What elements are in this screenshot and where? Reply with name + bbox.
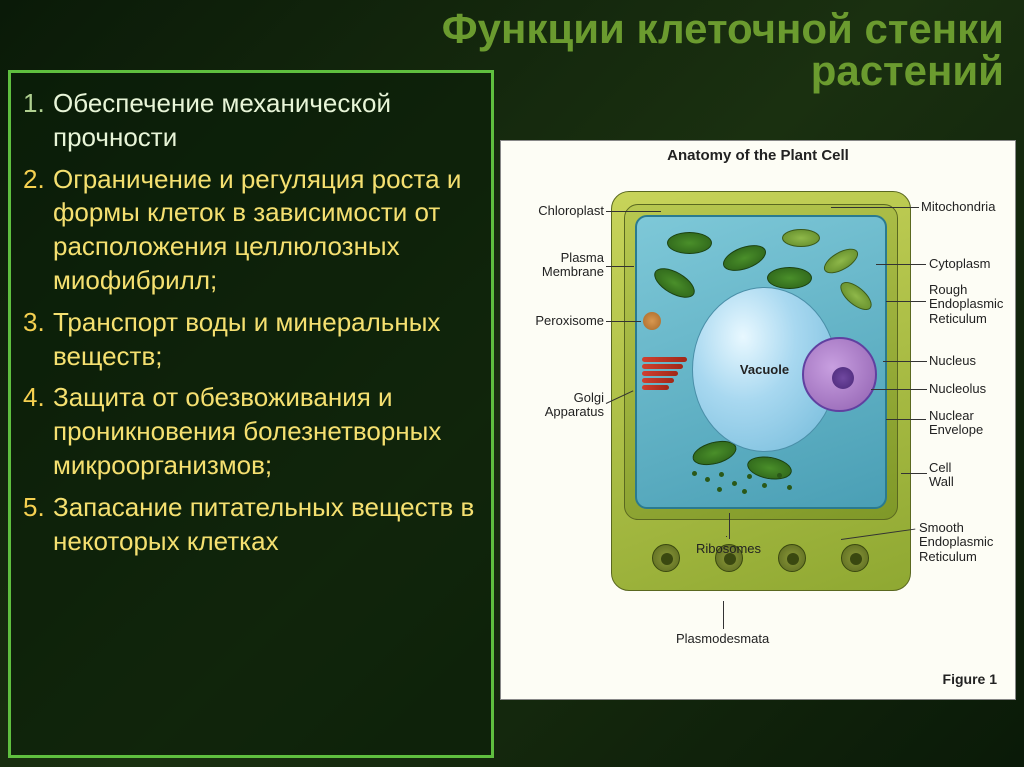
leader-line xyxy=(729,513,730,539)
plasmodesma-icon xyxy=(778,544,806,572)
item-text: Обеспечение механической прочности xyxy=(53,87,479,155)
label-nucleolus: Nucleolus xyxy=(929,381,986,396)
chloroplast-icon xyxy=(767,267,812,289)
plant-cell-diagram: Anatomy of the Plant Cell Vacuole xyxy=(500,140,1016,700)
diagram-title: Anatomy of the Plant Cell xyxy=(501,147,1015,164)
mitochondria-icon xyxy=(836,277,877,315)
leader-line xyxy=(606,211,661,212)
chloroplast-icon xyxy=(667,232,712,254)
label-peroxisome: Peroxisome xyxy=(509,313,604,328)
item-number: 1. xyxy=(23,87,53,121)
item-text: Запасание питательных веществ в некоторы… xyxy=(53,491,479,559)
ribosomes xyxy=(687,469,807,499)
title-line-2: растений xyxy=(811,47,1004,94)
leader-line xyxy=(883,361,927,362)
title-line-1: Функции клеточной стенки xyxy=(442,5,1004,52)
label-smooth-er: SmoothEndoplasmicReticulum xyxy=(919,521,993,564)
plasma-membrane: Vacuole xyxy=(635,215,887,509)
cell-wall-inner: Vacuole xyxy=(624,204,898,520)
leader-line xyxy=(876,264,926,265)
item-number: 4. xyxy=(23,381,53,415)
list-item: 5. Запасание питательных веществ в некот… xyxy=(23,491,479,559)
item-number: 3. xyxy=(23,306,53,340)
nucleus xyxy=(802,337,877,412)
leader-line xyxy=(726,536,727,537)
label-nuclear-envelope: NuclearEnvelope xyxy=(929,409,983,438)
cell-wall: Vacuole xyxy=(611,191,911,591)
label-golgi: GolgiApparatus xyxy=(509,391,604,420)
item-number: 2. xyxy=(23,163,53,197)
item-text: Защита от обезвоживания и проникновения … xyxy=(53,381,479,482)
label-mitochondria: Mitochondria xyxy=(921,199,995,214)
leader-line xyxy=(901,473,927,474)
leader-line xyxy=(886,419,926,420)
figure-label: Figure 1 xyxy=(943,671,997,687)
golgi-apparatus xyxy=(642,357,687,397)
label-cell-wall: CellWall xyxy=(929,461,954,490)
leader-line xyxy=(871,389,927,390)
label-nucleus: Nucleus xyxy=(929,353,976,368)
functions-list-panel: 1. Обеспечение механической прочности 2.… xyxy=(8,70,494,758)
leader-line xyxy=(723,601,724,629)
list-item: 4. Защита от обезвоживания и проникновен… xyxy=(23,381,479,482)
leader-line xyxy=(831,207,919,208)
item-number: 5. xyxy=(23,491,53,525)
label-plasma-membrane: PlasmaMembrane xyxy=(509,251,604,280)
list-item: 2. Ограничение и регуляция роста и формы… xyxy=(23,163,479,298)
plasmodesma-icon xyxy=(652,544,680,572)
list-item: 3. Транспорт воды и минеральных веществ; xyxy=(23,306,479,374)
label-cytoplasm: Cytoplasm xyxy=(929,256,990,271)
plasmodesma-icon xyxy=(841,544,869,572)
leader-line xyxy=(886,301,926,302)
item-text: Транспорт воды и минеральных веществ; xyxy=(53,306,479,374)
label-rough-er: RoughEndoplasmicReticulum xyxy=(929,283,1003,326)
slide-title: Функции клеточной стенки растений xyxy=(442,8,1004,92)
item-text: Ограничение и регуляция роста и формы кл… xyxy=(53,163,479,298)
label-plasmodesmata: Plasmodesmata xyxy=(676,631,769,646)
chloroplast-icon xyxy=(650,262,700,304)
mitochondria-icon xyxy=(782,229,820,247)
list-item: 1. Обеспечение механической прочности xyxy=(23,87,479,155)
vacuole-label: Vacuole xyxy=(740,362,789,377)
chloroplast-icon xyxy=(720,240,770,276)
label-ribosomes: Ribosomes xyxy=(696,541,761,556)
peroxisome-icon xyxy=(643,312,661,330)
leader-line xyxy=(606,321,641,322)
leader-line xyxy=(606,266,634,267)
mitochondria-icon xyxy=(820,244,862,279)
nucleolus xyxy=(832,367,854,389)
label-chloroplast: Chloroplast xyxy=(509,203,604,218)
